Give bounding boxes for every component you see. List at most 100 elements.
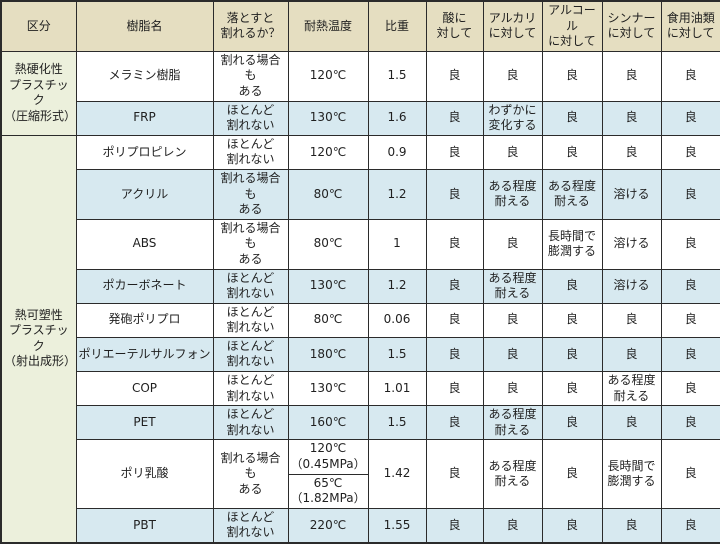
cell-oil: 良 [660, 405, 720, 441]
cell-thinner: 良 [601, 405, 662, 441]
cell-acid: 良 [425, 100, 484, 136]
cell-thinner: 溶ける [601, 268, 662, 304]
cell-breaks: ほとんど 割れない [212, 507, 289, 544]
col-header-alcohol: アルコール に対して [541, 0, 603, 52]
cell-acid: 良 [425, 439, 484, 509]
cell-thinner: 溶ける [601, 168, 662, 220]
cell-heat-temp: 160℃ [287, 405, 369, 441]
table-row: COP ほとんど 割れない 130℃ 1.01 良 良 良 ある程度 耐える 良 [1, 371, 720, 407]
cell-alkali: 良 [482, 302, 543, 338]
cell-alcohol: 長時間で 膨潤する [541, 218, 603, 270]
cell-heat-temp: 180℃ [287, 336, 369, 373]
cell-alkali: 良 [482, 218, 543, 270]
cell-acid: 良 [425, 336, 484, 373]
cell-alcohol: 良 [541, 371, 603, 407]
col-header-acid: 酸に 対して [425, 0, 484, 52]
cell-oil: 良 [660, 302, 720, 338]
cell-resin-name: ポリエーテルサルフォン [75, 336, 214, 373]
group-cell-thermoplastic: 熱可塑性 プラスチック （射出成形） [0, 134, 77, 544]
cell-alkali: ある程度 耐える [482, 439, 543, 509]
cell-specific-gravity: 1 [367, 218, 427, 270]
cell-heat-temp-lower: 65℃ （1.82MPa） [287, 473, 369, 509]
cell-thinner: 良 [601, 336, 662, 373]
cell-heat-temp: 80℃ [287, 218, 369, 270]
cell-thinner: 溶ける [601, 218, 662, 270]
cell-specific-gravity: 1.2 [367, 268, 427, 304]
cell-resin-name: アクリル [75, 168, 214, 220]
cell-alkali: ある程度 耐える [482, 405, 543, 441]
cell-oil: 良 [660, 134, 720, 170]
table-row: 熱硬化性 プラスチック （圧縮形式） メラミン樹脂 割れる場合も ある 120℃… [0, 50, 720, 136]
cell-alcohol: 良 [541, 50, 603, 102]
cell-heat-temp: 120℃ [287, 50, 369, 102]
cell-specific-gravity: 1.5 [367, 336, 427, 373]
cell-alkali: 良 [482, 134, 543, 170]
cell-thinner: 良 [601, 507, 662, 544]
cell-alkali: 良 [482, 507, 543, 544]
cell-breaks: 割れる場合も ある [212, 50, 289, 102]
cell-acid: 良 [425, 302, 484, 338]
cell-specific-gravity: 1.5 [367, 50, 427, 102]
cell-resin-name: 発砲ポリプロ [75, 302, 214, 338]
cell-breaks: ほとんど 割れない [212, 302, 289, 338]
col-header-alkali: アルカリ に対して [482, 0, 543, 52]
col-header-category: 区分 [0, 0, 77, 52]
cell-resin-name: ポリ乳酸 [75, 439, 214, 509]
cell-specific-gravity: 1.42 [367, 439, 427, 509]
cell-heat-temp: 220℃ [287, 507, 369, 544]
cell-heat-temp: 130℃ [287, 100, 369, 136]
cell-heat-temp: 80℃ [287, 168, 369, 220]
table-row: PBT ほとんど 割れない 220℃ 1.55 良 良 良 良 良 [1, 507, 720, 544]
cell-oil: 良 [660, 336, 720, 373]
table-row: アクリル 割れる場合も ある 80℃ 1.2 良 ある程度 耐える ある程度 耐… [1, 168, 720, 220]
cell-alcohol: 良 [541, 134, 603, 170]
cell-oil: 良 [660, 168, 720, 220]
cell-alcohol: ある程度 耐える [541, 168, 603, 220]
cell-resin-name: ポカーボネート [75, 268, 214, 304]
cell-acid: 良 [425, 218, 484, 270]
cell-alcohol: 良 [541, 336, 603, 373]
table-row: FRP ほとんど 割れない 130℃ 1.6 良 わずかに 変化する 良 良 良 [1, 100, 720, 136]
cell-alcohol: 良 [541, 507, 603, 544]
cell-alkali: 良 [482, 371, 543, 407]
cell-acid: 良 [425, 268, 484, 304]
cell-breaks: ほとんど 割れない [212, 134, 289, 170]
header-row: 区分 樹脂名 落とすと 割れるか？ 耐熱温度 比重 酸に 対して アルカリ に対… [0, 0, 720, 52]
cell-oil: 良 [660, 100, 720, 136]
cell-resin-name: FRP [75, 100, 214, 136]
table-row: ポカーボネート ほとんど 割れない 130℃ 1.2 良 ある程度 耐える 良 … [1, 268, 720, 304]
col-header-breaks-when-dropped: 落とすと 割れるか？ [212, 0, 289, 52]
cell-alkali: 良 [482, 50, 543, 102]
cell-thinner: 良 [601, 302, 662, 338]
table-row: ポリエーテルサルフォン ほとんど 割れない 180℃ 1.5 良 良 良 良 良 [1, 336, 720, 373]
cell-breaks: 割れる場合も ある [212, 218, 289, 270]
col-header-thinner: シンナー に対して [601, 0, 662, 52]
cell-heat-temp: 80℃ [287, 302, 369, 338]
cell-thinner: 良 [601, 134, 662, 170]
group-cell-thermosetting: 熱硬化性 プラスチック （圧縮形式） [0, 50, 77, 136]
col-header-cooking-oil: 食用油類 に対して [660, 0, 720, 52]
cell-specific-gravity: 0.9 [367, 134, 427, 170]
table-row: ABS 割れる場合も ある 80℃ 1 良 良 長時間で 膨潤する 溶ける 良 [1, 218, 720, 270]
cell-specific-gravity: 1.6 [367, 100, 427, 136]
cell-oil: 良 [660, 507, 720, 544]
cell-breaks: ほとんど 割れない [212, 336, 289, 373]
cell-breaks: ほとんど 割れない [212, 100, 289, 136]
cell-oil: 良 [660, 50, 720, 102]
table-row: 発砲ポリプロ ほとんど 割れない 80℃ 0.06 良 良 良 良 良 [1, 302, 720, 338]
cell-specific-gravity: 1.5 [367, 405, 427, 441]
table-row: ポリ乳酸 割れる場合も ある 120℃ （0.45MPa） 1.42 良 ある程… [1, 439, 720, 509]
cell-alkali: わずかに 変化する [482, 100, 543, 136]
cell-resin-name: メラミン樹脂 [75, 50, 214, 102]
cell-thinner: 良 [601, 100, 662, 136]
cell-acid: 良 [425, 168, 484, 220]
cell-oil: 良 [660, 218, 720, 270]
cell-specific-gravity: 1.2 [367, 168, 427, 220]
cell-alcohol: 良 [541, 405, 603, 441]
cell-resin-name: COP [75, 371, 214, 407]
cell-alkali: 良 [482, 336, 543, 373]
col-header-heat-resistance: 耐熱温度 [287, 0, 369, 52]
cell-breaks: ほとんど 割れない [212, 268, 289, 304]
cell-thinner: ある程度 耐える [601, 371, 662, 407]
